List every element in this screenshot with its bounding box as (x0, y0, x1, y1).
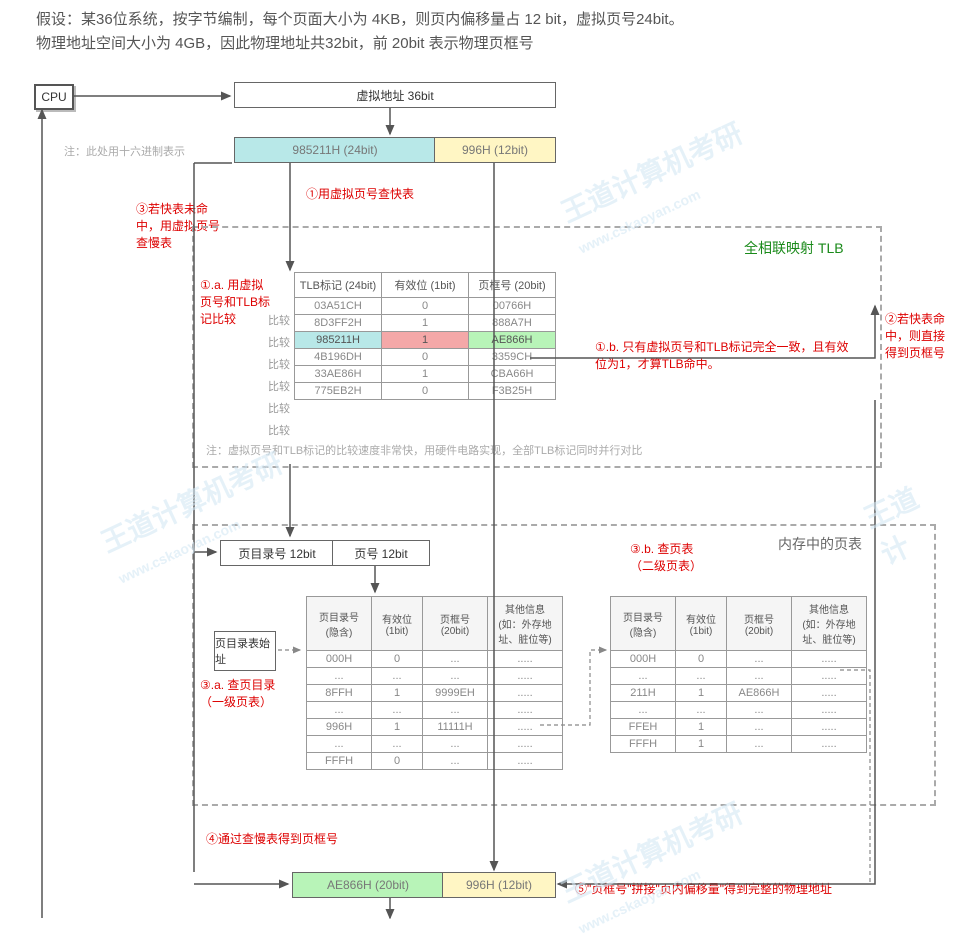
split-high-box: 页目录号 12bit (220, 540, 334, 566)
paddr-high: AE866H (20bit) (292, 872, 444, 898)
compare-label: 比较 (268, 334, 290, 350)
watermark: 王道计算机考研www.cskaoyan.com (554, 792, 762, 940)
vaddr-note: 注：此处用十六进制表示 (64, 143, 185, 159)
paddr-low: 996H (12bit) (442, 872, 556, 898)
step-5: ⑤"页框号"拼接"页内偏移量"得到完整的物理地址 (575, 880, 832, 897)
step-4: ④通过查慢表得到页框号 (206, 830, 338, 847)
compare-label: 比较 (268, 312, 290, 328)
header-line2: 物理地址空间大小为 4GB，因此物理地址共32bit，前 20bit 表示物理页… (36, 32, 534, 53)
step-3b: ③.b. 查页表（二级页表） (630, 540, 710, 574)
header-line1: 假设：某36位系统，按字节编制，每个页面大小为 4KB，则页内偏移量占 12 b… (36, 8, 684, 29)
dir-table: 页目录号 (隐含)有效位 (1bit)页框号 (20bit)其他信息 (如：外存… (306, 596, 563, 770)
slow-title: 内存中的页表 (778, 534, 862, 554)
step-1: ①用虚拟页号查快表 (306, 185, 414, 202)
step-2: ②若快表命中，则直接得到页框号 (885, 310, 955, 361)
split-low-box: 页号 12bit (332, 540, 430, 566)
compare-label: 比较 (268, 378, 290, 394)
compare-label: 比较 (268, 422, 290, 438)
compare-label: 比较 (268, 356, 290, 372)
dir-start-box: 页目录表始址 (214, 631, 276, 671)
tlb-title: 全相联映射 TLB (744, 238, 844, 258)
vaddr-low: 996H (12bit) (434, 137, 556, 163)
tlb-table: TLB标记 (24bit)有效位 (1bit)页框号 (20bit)03A51C… (294, 272, 556, 400)
cpu-box: CPU (34, 84, 74, 110)
compare-label: 比较 (268, 400, 290, 416)
vaddr-high: 985211H (24bit) (234, 137, 436, 163)
pt-table: 页目录号 (隐含)有效位 (1bit)页框号 (20bit)其他信息 (如：外存… (610, 596, 867, 753)
step-3a: ③.a. 查页目录（一级页表） (200, 676, 290, 710)
vaddr-title-box: 虚拟地址 36bit (234, 82, 556, 108)
tlb-footnote: 注：虚拟页号和TLB标记的比较速度非常快，用硬件电路实现，全部TLB标记同时并行… (206, 442, 642, 458)
